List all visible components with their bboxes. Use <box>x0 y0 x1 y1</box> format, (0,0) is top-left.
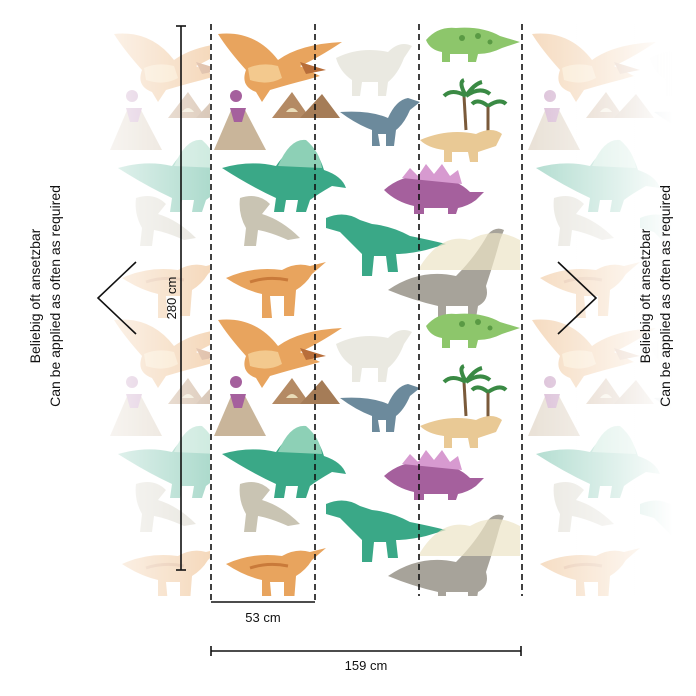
wallpaper-pattern <box>210 24 522 596</box>
total-width-dimension: 159 cm <box>210 646 522 673</box>
right-note-german: Beliebig oft ansetzbar <box>637 228 653 363</box>
left-note-english: Can be applied as often as required <box>47 185 63 407</box>
left-repeat-note: Beliebig oft ansetzbar Can be applied as… <box>27 185 63 407</box>
chevron-left-icon <box>96 261 137 335</box>
right-faded-pattern <box>522 24 672 596</box>
chevron-right-icon <box>557 261 598 335</box>
total-width-label: 159 cm <box>345 658 388 673</box>
right-repeat-note: Beliebig oft ansetzbar Can be applied as… <box>637 185 673 407</box>
strip-width-dimension: 53 cm <box>211 601 315 625</box>
strip-width-label: 53 cm <box>245 610 280 625</box>
strip-dividers <box>210 24 523 604</box>
height-label: 280 cm <box>164 277 179 320</box>
right-note-english: Can be applied as often as required <box>657 185 673 407</box>
left-note-german: Beliebig oft ansetzbar <box>27 228 43 363</box>
height-dimension: 280 cm <box>164 25 186 571</box>
left-faded-pattern <box>60 24 210 596</box>
